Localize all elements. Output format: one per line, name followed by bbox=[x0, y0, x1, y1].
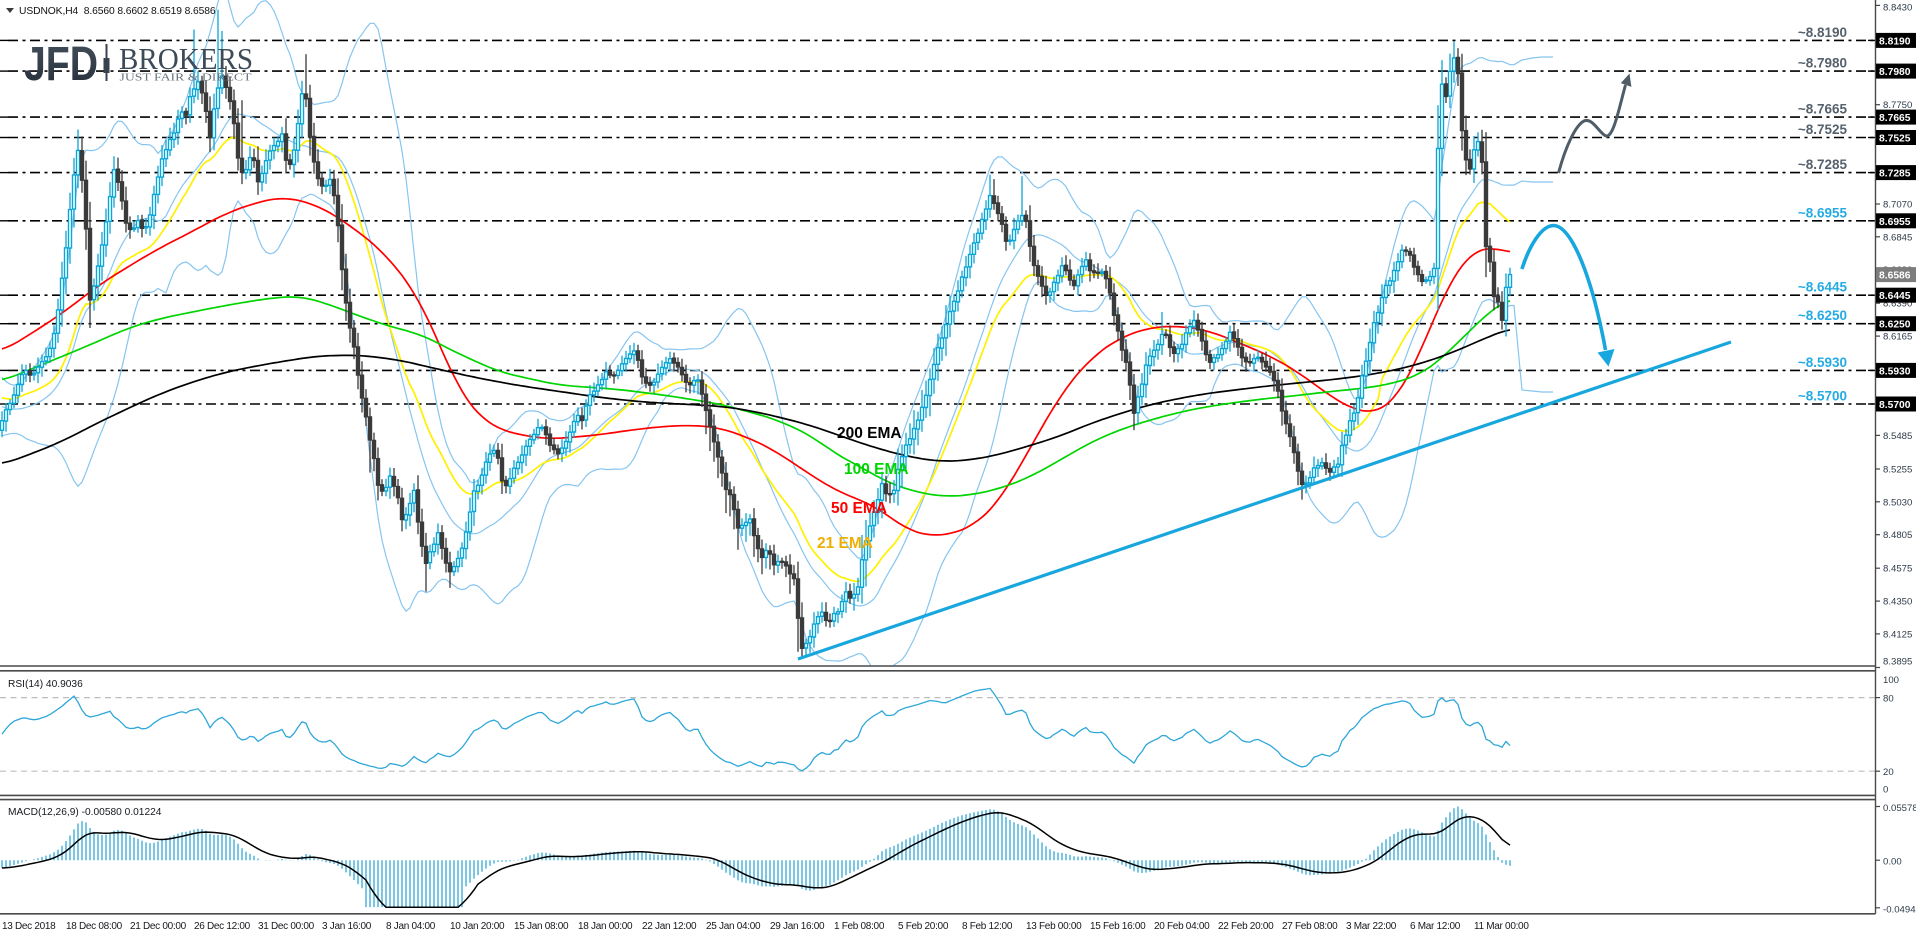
svg-text:~8.7980: ~8.7980 bbox=[1798, 56, 1847, 71]
svg-text:31 Dec 00:00: 31 Dec 00:00 bbox=[258, 921, 315, 932]
svg-text:21 Dec 00:00: 21 Dec 00:00 bbox=[130, 921, 187, 932]
svg-text:29 Jan 16:00: 29 Jan 16:00 bbox=[770, 921, 825, 932]
svg-text:26 Dec 12:00: 26 Dec 12:00 bbox=[194, 921, 251, 932]
svg-text:15 Jan 08:00: 15 Jan 08:00 bbox=[514, 921, 569, 932]
svg-text:8.6845: 8.6845 bbox=[1883, 232, 1912, 243]
svg-text:8.8190: 8.8190 bbox=[1879, 36, 1911, 47]
svg-text:RSI(14) 40.9036: RSI(14) 40.9036 bbox=[8, 679, 83, 690]
svg-text:3 Jan 16:00: 3 Jan 16:00 bbox=[322, 921, 372, 932]
svg-text:27 Feb 08:00: 27 Feb 08:00 bbox=[1282, 921, 1338, 932]
svg-text:MACD(12,26,9) -0.00580 0.01224: MACD(12,26,9) -0.00580 0.01224 bbox=[8, 807, 162, 818]
svg-text:10 Jan 20:00: 10 Jan 20:00 bbox=[450, 921, 505, 932]
svg-text:50 EMA: 50 EMA bbox=[831, 500, 887, 517]
svg-text:3 Mar 22:00: 3 Mar 22:00 bbox=[1346, 921, 1397, 932]
svg-text:~8.8190: ~8.8190 bbox=[1798, 25, 1847, 40]
svg-text:18 Jan 00:00: 18 Jan 00:00 bbox=[578, 921, 633, 932]
svg-text:8 Feb 12:00: 8 Feb 12:00 bbox=[962, 921, 1013, 932]
svg-text:0: 0 bbox=[1883, 785, 1888, 796]
svg-text:15 Feb 16:00: 15 Feb 16:00 bbox=[1090, 921, 1146, 932]
svg-text:BROKERS: BROKERS bbox=[119, 41, 253, 76]
svg-text:22 Jan 12:00: 22 Jan 12:00 bbox=[642, 921, 697, 932]
svg-text:8.6586: 8.6586 bbox=[1879, 271, 1911, 282]
svg-text:8.7980: 8.7980 bbox=[1879, 67, 1911, 78]
svg-text:8.4125: 8.4125 bbox=[1883, 629, 1912, 640]
svg-text:8.6390: 8.6390 bbox=[1883, 299, 1912, 310]
svg-text:8.6445: 8.6445 bbox=[1879, 291, 1911, 302]
svg-text:8.7285: 8.7285 bbox=[1879, 169, 1911, 180]
svg-text:8.4575: 8.4575 bbox=[1883, 564, 1912, 575]
svg-text:8.5030: 8.5030 bbox=[1883, 497, 1912, 508]
svg-text:22 Feb 20:00: 22 Feb 20:00 bbox=[1218, 921, 1274, 932]
svg-text:~8.5700: ~8.5700 bbox=[1798, 389, 1847, 404]
svg-text:8.5255: 8.5255 bbox=[1883, 465, 1912, 476]
svg-text:13 Feb 00:00: 13 Feb 00:00 bbox=[1026, 921, 1082, 932]
svg-text:0.00: 0.00 bbox=[1883, 857, 1902, 868]
svg-text:8.6165: 8.6165 bbox=[1883, 332, 1912, 343]
svg-text:1 Feb 08:00: 1 Feb 08:00 bbox=[834, 921, 885, 932]
svg-text:18 Dec 08:00: 18 Dec 08:00 bbox=[66, 921, 123, 932]
svg-text:8.8430: 8.8430 bbox=[1883, 3, 1912, 14]
svg-text:0.05578: 0.05578 bbox=[1883, 803, 1916, 814]
svg-text:8.7525: 8.7525 bbox=[1879, 134, 1911, 145]
svg-text:20 Feb 04:00: 20 Feb 04:00 bbox=[1154, 921, 1210, 932]
svg-text:~8.6250: ~8.6250 bbox=[1798, 308, 1847, 323]
svg-text:-0.0494: -0.0494 bbox=[1883, 904, 1916, 915]
svg-text:80: 80 bbox=[1883, 694, 1894, 705]
svg-text:100: 100 bbox=[1883, 675, 1899, 686]
svg-text:JUST FAIR & DIRECT: JUST FAIR & DIRECT bbox=[120, 73, 253, 84]
svg-text:8.7750: 8.7750 bbox=[1883, 100, 1912, 111]
svg-text:USDNOK,H4 8.6560 8.6602 8.651: USDNOK,H4 8.6560 8.6602 8.6519 8.6586 bbox=[19, 6, 216, 17]
svg-text:~8.6445: ~8.6445 bbox=[1798, 280, 1848, 295]
svg-text:8.7665: 8.7665 bbox=[1879, 113, 1911, 124]
svg-text:20: 20 bbox=[1883, 767, 1894, 778]
svg-text:JFD: JFD bbox=[24, 38, 98, 91]
svg-text:8.5930: 8.5930 bbox=[1879, 366, 1911, 377]
svg-text:25 Jan 04:00: 25 Jan 04:00 bbox=[706, 921, 761, 932]
svg-text:~8.7285: ~8.7285 bbox=[1798, 157, 1848, 172]
svg-text:8.6250: 8.6250 bbox=[1879, 320, 1911, 331]
svg-text:~8.6955: ~8.6955 bbox=[1798, 205, 1848, 220]
svg-text:8.3895: 8.3895 bbox=[1883, 657, 1912, 668]
svg-text:200 EMA: 200 EMA bbox=[837, 425, 902, 442]
svg-text:8.4350: 8.4350 bbox=[1883, 597, 1912, 608]
svg-text:6 Mar 12:00: 6 Mar 12:00 bbox=[1410, 921, 1461, 932]
svg-text:100 EMA: 100 EMA bbox=[844, 461, 909, 478]
svg-text:13 Dec 2018: 13 Dec 2018 bbox=[2, 921, 56, 932]
svg-text:11 Mar 00:00: 11 Mar 00:00 bbox=[1474, 921, 1529, 932]
svg-text:8.6955: 8.6955 bbox=[1879, 217, 1911, 228]
svg-text:8.4805: 8.4805 bbox=[1883, 530, 1912, 541]
svg-text:~8.5930: ~8.5930 bbox=[1798, 355, 1847, 370]
svg-text:~8.7525: ~8.7525 bbox=[1798, 122, 1848, 137]
svg-text:8 Jan 04:00: 8 Jan 04:00 bbox=[386, 921, 436, 932]
svg-text:8.7070: 8.7070 bbox=[1883, 200, 1912, 211]
svg-text:5 Feb 20:00: 5 Feb 20:00 bbox=[898, 921, 949, 932]
svg-text:8.5485: 8.5485 bbox=[1883, 431, 1912, 442]
svg-text:21 EMA: 21 EMA bbox=[817, 535, 873, 552]
svg-text:~8.7665: ~8.7665 bbox=[1798, 102, 1848, 117]
svg-text:8.5700: 8.5700 bbox=[1879, 400, 1911, 411]
